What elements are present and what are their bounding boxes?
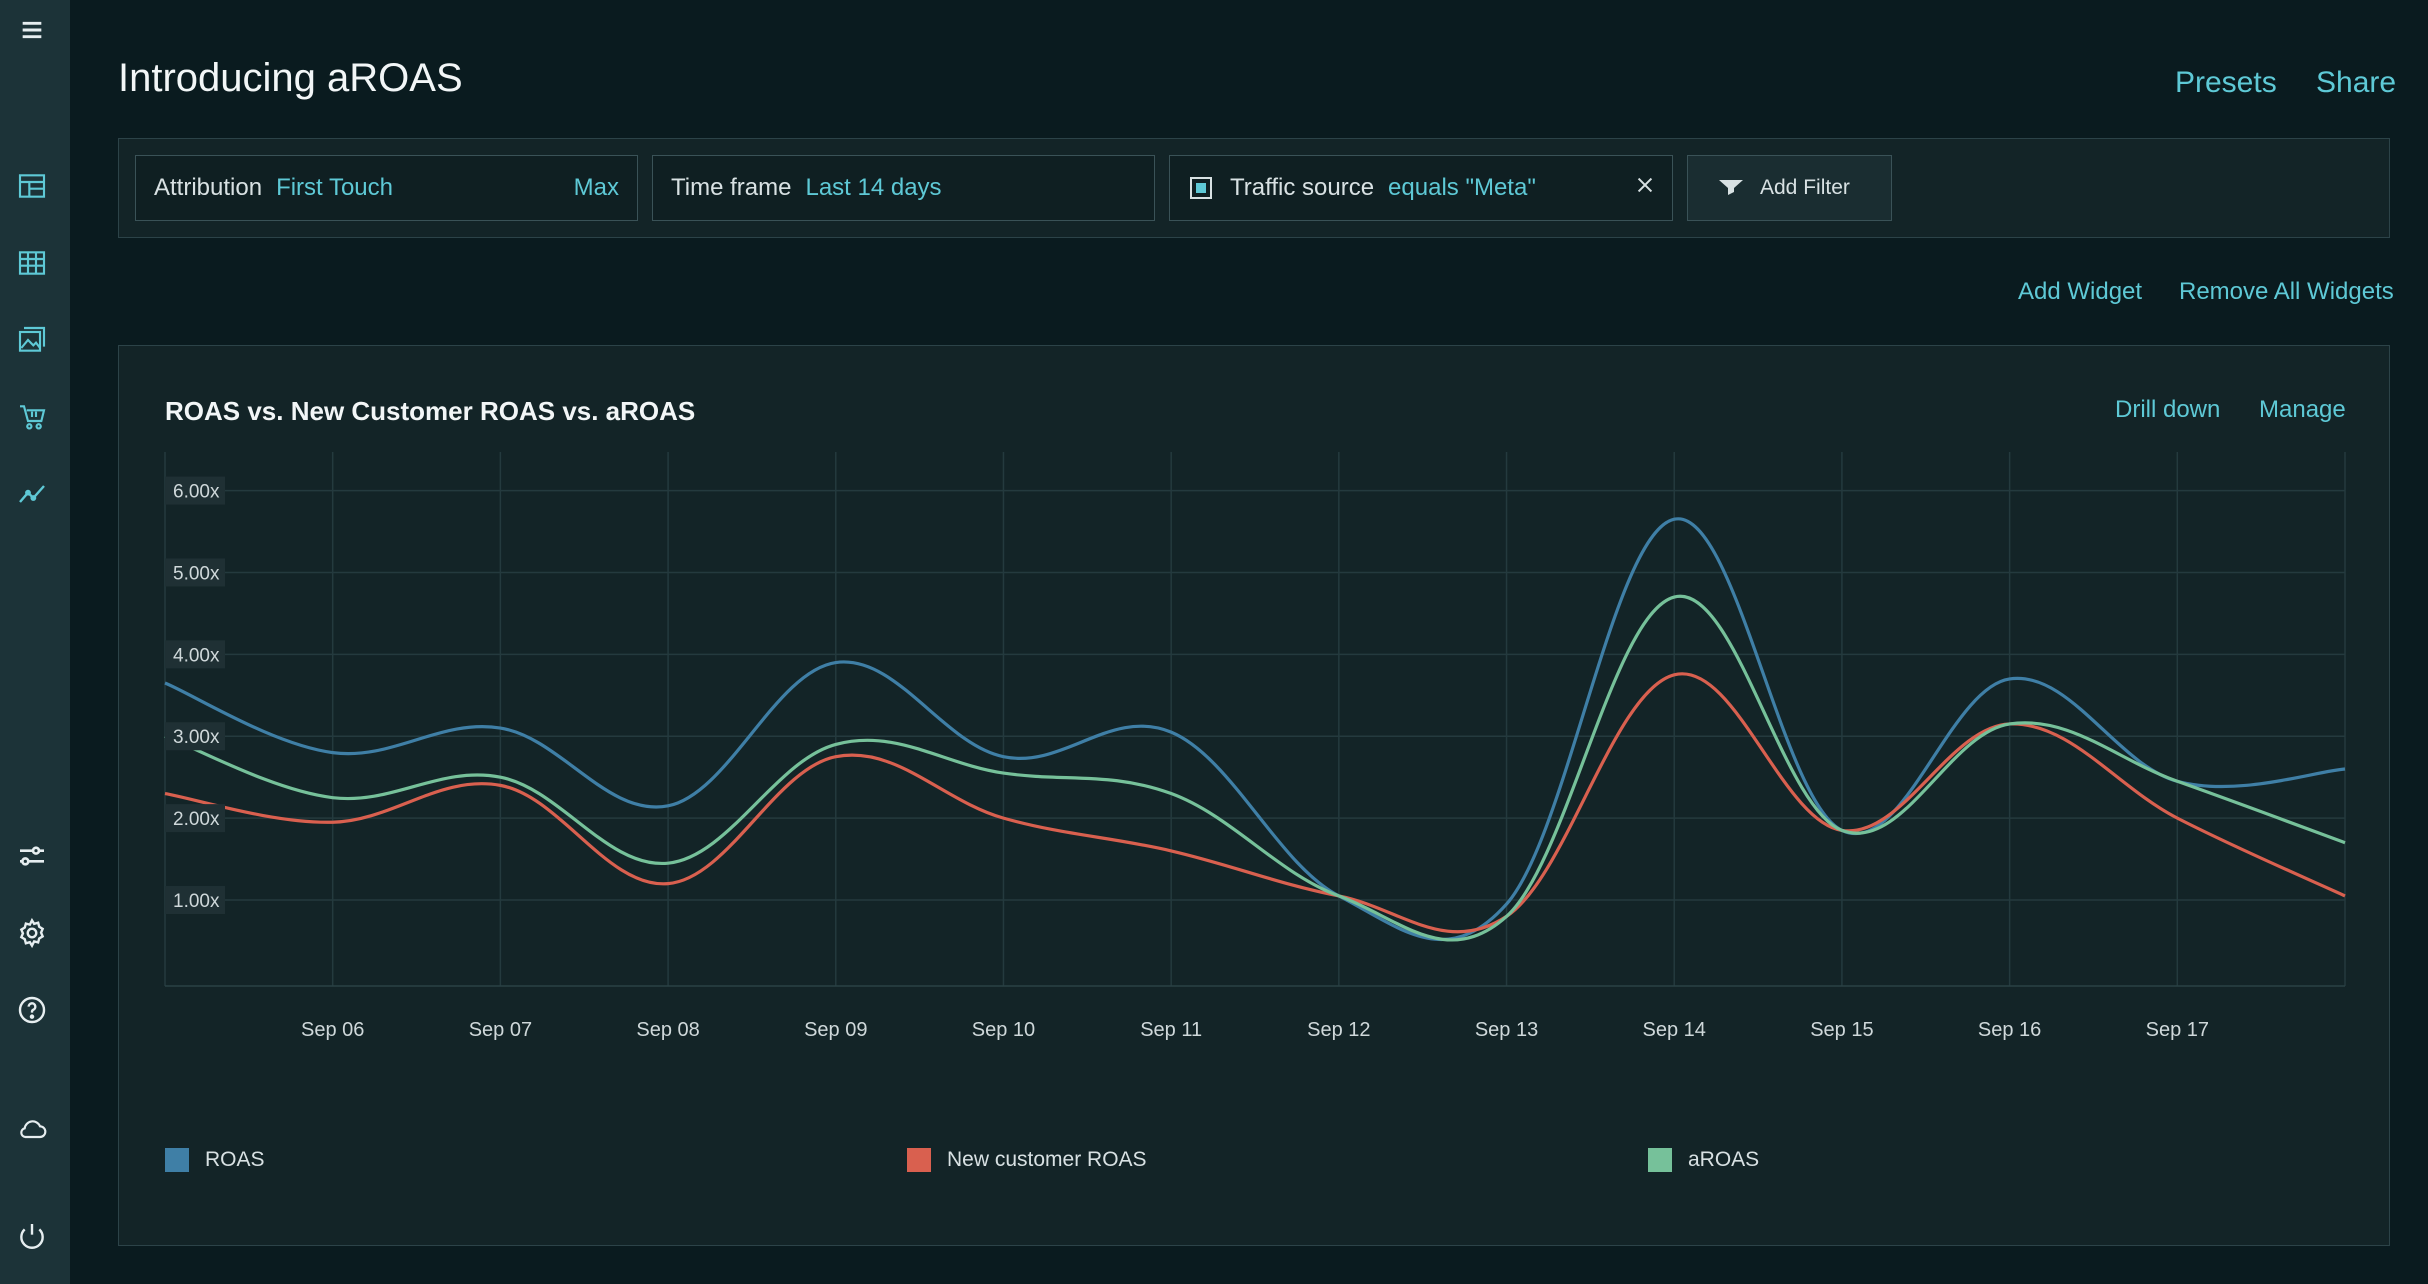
y-tick-label: 5.00x [173,563,220,584]
cart-icon[interactable] [14,399,50,435]
x-tick-label: Sep 16 [1978,1019,2041,1041]
y-tick-label: 2.00x [173,809,220,830]
legend-swatch [907,1148,931,1172]
legend-item-roas: ROAS [165,1148,265,1172]
add-filter-button[interactable]: Add Filter [1687,155,1892,221]
y-tick-label-badge [165,886,225,915]
timeframe-filter[interactable]: Time frame Last 14 days [652,155,1155,221]
menu-icon[interactable] [14,12,50,48]
attribution-label: Attribution [154,174,263,201]
y-tick-label-badge [165,640,225,669]
traffic-source-label: Traffic source [1230,174,1375,201]
attribution-window[interactable]: Max [573,174,619,201]
table-icon[interactable] [14,245,50,281]
legend-swatch [165,1148,189,1172]
power-icon[interactable] [14,1218,50,1254]
help-icon[interactable] [14,992,50,1028]
manage-link[interactable]: Manage [2259,396,2346,423]
presets-link[interactable]: Presets [2175,66,2277,99]
x-tick-label: Sep 06 [301,1019,364,1041]
y-tick-label: 3.00x [173,727,220,748]
remove-all-widgets-link[interactable]: Remove All Widgets [2179,278,2394,305]
legend-label: aROAS [1688,1148,1760,1171]
funnel-icon [1719,180,1743,195]
legend-item-aroas: aROAS [1648,1148,1759,1172]
x-tick-label: Sep 11 [1140,1019,1202,1041]
x-tick-label: Sep 07 [469,1019,532,1041]
drill-down-link[interactable]: Drill down [2115,396,2221,423]
traffic-source-value: equals "Meta" [1388,174,1536,201]
attribution-filter[interactable]: Attribution First Touch Max [135,155,638,221]
close-icon[interactable] [1634,174,1656,203]
add-filter-label: Add Filter [1760,176,1850,199]
checkbox-icon[interactable] [1190,177,1212,199]
new-customer-roas-line [164,672,2346,934]
chart-widget: ROAS vs. New Customer ROAS vs. aROAS Dri… [118,345,2390,1246]
gear-icon[interactable] [14,915,50,951]
y-tick-label: 1.00x [173,891,220,912]
share-link[interactable]: Share [2316,66,2397,99]
roas-line [164,517,2346,942]
y-tick-label-badge [165,476,225,505]
y-tick-label: 4.00x [173,645,220,666]
x-tick-label: Sep 14 [1643,1019,1706,1041]
add-widget-link[interactable]: Add Widget [2018,278,2143,305]
x-tick-label: Sep 17 [2146,1019,2209,1041]
attribution-value: First Touch [276,174,393,201]
y-tick-label: 6.00x [173,482,220,503]
sidebar [0,0,70,1284]
image-icon[interactable] [14,322,50,358]
aroas-line [164,594,2346,942]
x-tick-label: Sep 15 [1810,1019,1873,1041]
y-tick-label-badge [165,804,225,833]
x-tick-label: Sep 10 [972,1019,1035,1041]
x-tick-label: Sep 08 [636,1019,699,1041]
sliders-icon[interactable] [14,838,50,874]
legend-item-new-customer-roas: New customer ROAS [907,1148,1147,1172]
x-tick-label: Sep 12 [1307,1019,1370,1041]
dashboard-icon[interactable] [14,168,50,204]
trend-icon[interactable] [14,476,50,512]
x-tick-label: Sep 13 [1475,1019,1538,1041]
timeframe-value: Last 14 days [805,174,942,201]
line-chart: 1.00x 2.00x 3.00x 4.00x 5.00x 6.00x Sep 06 Sep … [164,452,2346,1041]
filter-bar: Attribution First Touch Max Time frame L… [118,138,2390,238]
traffic-source-filter[interactable]: Traffic source equals "Meta" [1169,155,1673,221]
timeframe-label: Time frame [671,174,792,201]
cloud-icon[interactable] [14,1111,50,1147]
y-tick-label-badge [165,558,225,587]
legend-label: New customer ROAS [947,1148,1147,1171]
legend-swatch [1648,1148,1672,1172]
page-title: Introducing aROAS [118,56,463,100]
y-tick-label-badge [165,722,225,751]
legend-label: ROAS [205,1148,265,1171]
widget-title: ROAS vs. New Customer ROAS vs. aROAS [165,396,696,426]
x-tick-label: Sep 09 [804,1019,867,1041]
